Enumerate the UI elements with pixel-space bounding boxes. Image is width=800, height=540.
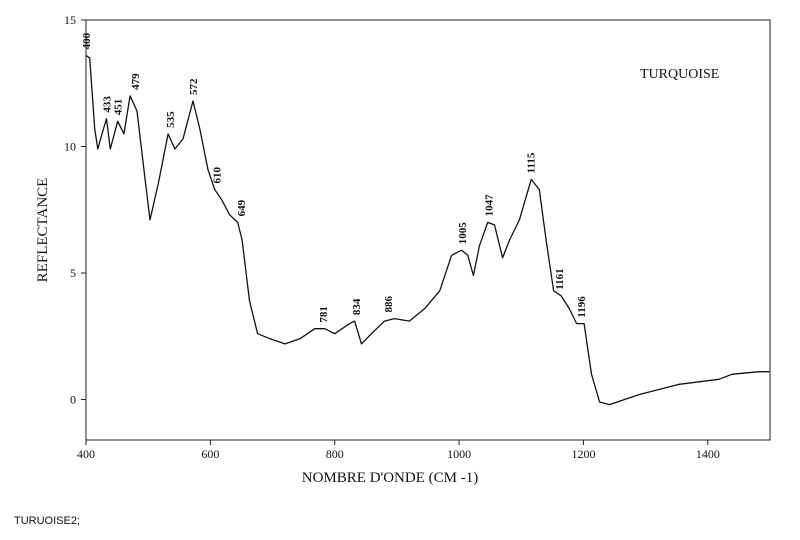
peak-label: 451 [113,99,125,116]
x-tick-label: 800 [326,447,344,461]
peak-label: 610 [212,167,224,184]
peak-label: 400 [81,32,93,49]
y-tick-label: 0 [70,393,76,407]
spectrum-line [85,54,770,406]
peak-label: 479 [130,73,142,90]
x-tick-label: 1400 [696,447,720,461]
footer-text: TURUOISE2; [14,515,80,527]
peak-label: 649 [236,199,248,216]
y-tick-label: 5 [70,266,76,280]
x-axis-label: NOMBRE D'ONDE (CM -1) [302,470,478,486]
peak-label: 1196 [576,296,588,318]
peak-label: 781 [318,306,330,323]
chart-label: TURQUOISE [640,67,719,82]
y-tick-label: 10 [64,140,76,154]
peak-label: 535 [165,111,177,128]
y-axis-label: REFLECTANCE [35,178,51,283]
peak-label: 1161 [554,268,566,289]
x-tick-label: 400 [77,447,95,461]
peak-label: 886 [383,296,395,313]
x-tick-label: 600 [201,447,219,461]
x-tick-label: 1200 [571,447,595,461]
peak-label: 834 [351,298,363,315]
plot-frame [85,19,771,441]
peak-label: 1005 [457,222,469,245]
peak-label: 1047 [483,194,495,217]
peak-label: 572 [188,78,200,95]
y-tick-label: 15 [64,13,76,27]
x-tick-label: 1000 [447,447,471,461]
peak-label: 1115 [526,152,538,173]
peak-label: 433 [102,96,114,113]
